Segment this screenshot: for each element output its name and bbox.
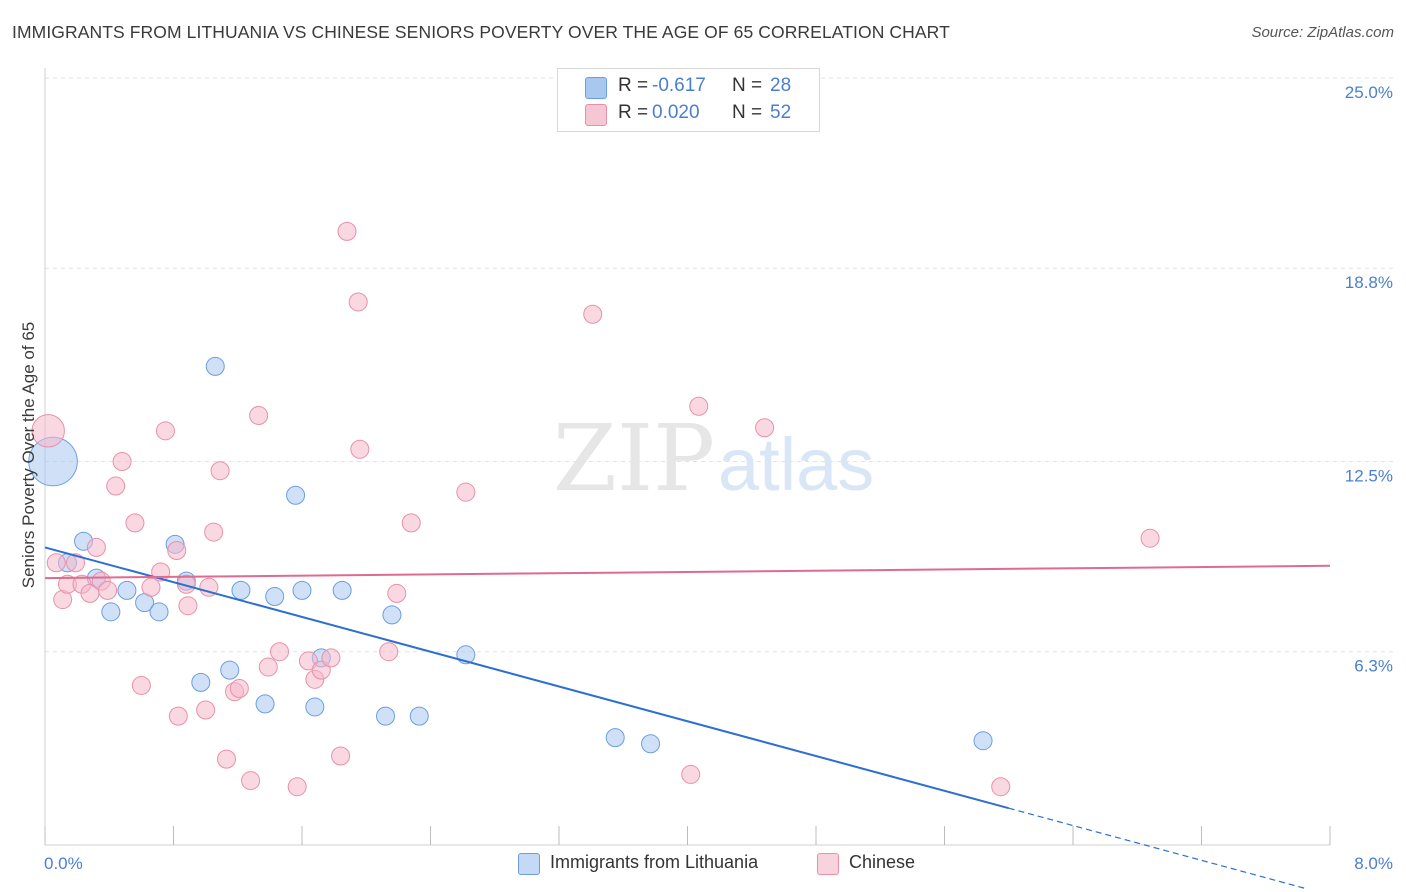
chinese-point <box>583 304 603 324</box>
x-tick-label: 8.0% <box>1354 854 1393 873</box>
chinese-point <box>167 540 187 560</box>
y-axis-label: Seniors Poverty Over the Age of 65 <box>19 322 38 588</box>
chinese-point <box>112 452 132 471</box>
chinese-point <box>270 642 290 662</box>
lithuania-point <box>409 706 429 726</box>
chinese-point <box>141 577 161 597</box>
chinese-point <box>66 553 86 573</box>
n-label: N = <box>732 75 763 96</box>
lithuania-point <box>332 580 352 600</box>
chinese-point <box>348 292 368 312</box>
chinese-point <box>86 537 106 557</box>
chinese-point <box>379 642 399 662</box>
chinese-point <box>178 596 198 616</box>
legend-swatch-lithuania <box>585 77 607 99</box>
chinese-point <box>287 777 307 797</box>
chinese-point <box>98 580 118 600</box>
chinese-point <box>217 749 237 769</box>
chinese-point <box>125 513 145 533</box>
chinese-point <box>991 777 1011 797</box>
chinese-point <box>106 476 126 496</box>
y-tick-label: 25.0% <box>1345 83 1393 102</box>
gridlines <box>45 77 1395 653</box>
lithuania-trend-line <box>44 546 1010 810</box>
lithuania-point <box>191 672 211 692</box>
series-legend: Immigrants from Lithuania Chinese <box>0 852 1406 876</box>
chinese-point <box>401 513 421 533</box>
legend-label-lithuania: Immigrants from Lithuania <box>550 852 759 872</box>
chinese-trend-line <box>44 564 1331 580</box>
lithuania-point <box>973 731 993 751</box>
chinese-point <box>258 657 278 677</box>
chinese-point <box>681 764 701 784</box>
y-tick-label: 18.8% <box>1345 273 1393 292</box>
chinese-point <box>46 553 66 573</box>
n-value: 52 <box>770 102 792 123</box>
chinese-point <box>204 522 224 542</box>
chinese-point <box>131 675 151 695</box>
tick-labels: 6.3% 12.5% 18.8% 25.0% 0.0% 8.0% <box>44 83 1393 873</box>
watermark: ZIP atlas <box>553 405 874 512</box>
lithuania-point <box>605 728 625 748</box>
chinese-point <box>229 679 249 699</box>
n-label: N = <box>732 102 763 123</box>
chinese-point <box>210 461 230 481</box>
chinese-point <box>689 396 709 416</box>
axes <box>44 68 1331 846</box>
chinese-point <box>350 439 370 459</box>
chinese-point <box>196 700 216 720</box>
chinese-point <box>1140 528 1160 548</box>
lithuania-point <box>220 660 240 680</box>
chinese-point <box>249 405 269 425</box>
chinese-point <box>241 771 261 791</box>
chinese-point <box>199 577 219 597</box>
x-tick-label: 0.0% <box>44 854 83 873</box>
legend-swatch-chinese <box>817 853 839 875</box>
source-label: Source: ZipAtlas.com <box>1251 24 1394 41</box>
lithuania-point <box>286 485 306 505</box>
chinese-point <box>331 746 351 766</box>
chart-title: IMMIGRANTS FROM LITHUANIA VS CHINESE SEN… <box>12 22 950 42</box>
legend-label-chinese: Chinese <box>849 852 916 872</box>
lithuania-point <box>382 605 402 625</box>
lithuania-point <box>292 580 312 600</box>
chinese-point <box>155 421 175 441</box>
watermark-atlas: atlas <box>718 423 874 506</box>
r-label: R = <box>618 102 649 123</box>
r-value: 0.020 <box>652 102 700 123</box>
r-label: R = <box>618 75 649 96</box>
chinese-point <box>321 648 341 668</box>
watermark-zip: ZIP <box>553 405 715 512</box>
chinese-point <box>755 418 775 438</box>
lithuania-point <box>149 602 169 622</box>
lithuania-point <box>641 734 661 754</box>
legend-swatch-lithuania <box>518 853 540 875</box>
stats-legend: R = -0.617 N = 28 R = 0.020 N = 52 <box>557 68 820 132</box>
legend-swatch-chinese <box>585 104 607 126</box>
lithuania-point <box>205 356 225 376</box>
y-tick-label: 12.5% <box>1345 467 1393 486</box>
r-value: -0.617 <box>652 75 706 96</box>
lithuania-point <box>376 706 396 726</box>
lithuania-point <box>117 580 137 600</box>
chinese-point <box>168 706 188 726</box>
lithuania-point <box>305 697 325 717</box>
lithuania-trend-extension <box>1008 807 1307 890</box>
trend-lines <box>44 546 1331 890</box>
chinese-point <box>387 583 407 603</box>
lithuania-point <box>101 602 121 622</box>
lithuania-point <box>265 586 285 606</box>
lithuania-point <box>231 580 251 600</box>
data-points <box>28 221 1160 797</box>
chinese-point <box>456 482 476 502</box>
chinese-point <box>298 651 318 671</box>
n-value: 28 <box>770 75 792 96</box>
y-tick-label: 6.3% <box>1354 657 1393 676</box>
chinese-point <box>337 221 357 241</box>
chinese-point <box>31 414 65 448</box>
lithuania-point <box>255 694 275 714</box>
